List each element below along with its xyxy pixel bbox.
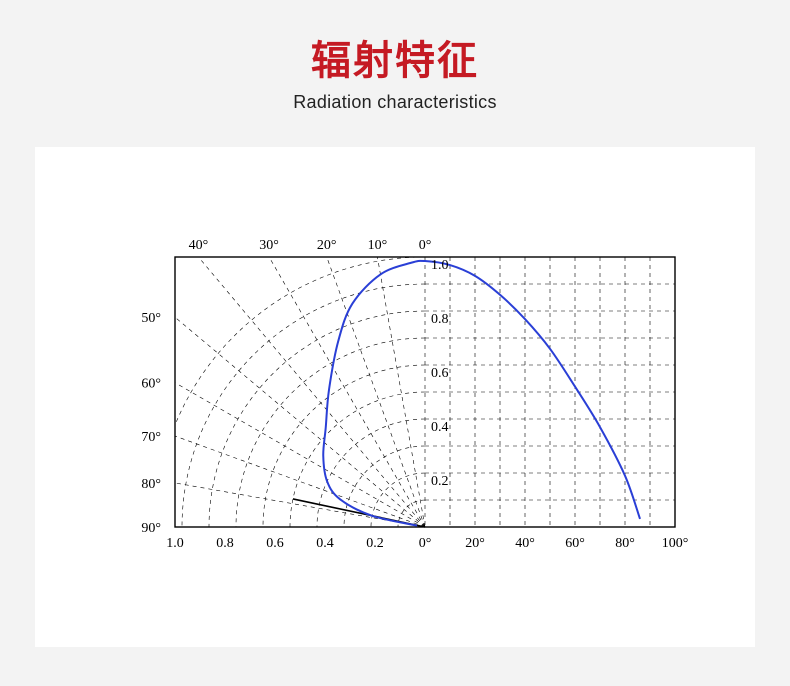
svg-text:80°: 80° — [615, 536, 635, 551]
svg-text:0.8: 0.8 — [216, 536, 234, 551]
svg-text:1.0: 1.0 — [166, 536, 184, 551]
svg-text:0.2: 0.2 — [431, 474, 449, 489]
svg-text:1.0: 1.0 — [431, 258, 449, 273]
svg-text:60°: 60° — [141, 377, 161, 392]
svg-text:60°: 60° — [565, 536, 585, 551]
svg-text:0.4: 0.4 — [431, 420, 449, 435]
svg-text:0.6: 0.6 — [266, 536, 284, 551]
title-block: 辐射特征 Radiation characteristics — [0, 0, 790, 113]
svg-text:80°: 80° — [141, 477, 161, 492]
title-english: Radiation characteristics — [0, 92, 790, 113]
svg-text:20°: 20° — [465, 536, 485, 551]
svg-text:30°: 30° — [259, 238, 279, 253]
svg-text:0.2: 0.2 — [366, 536, 384, 551]
svg-text:0.6: 0.6 — [431, 366, 449, 381]
svg-text:0.8: 0.8 — [431, 312, 449, 327]
svg-text:10°: 10° — [368, 238, 388, 253]
svg-text:0.4: 0.4 — [316, 536, 334, 551]
svg-text:100°: 100° — [662, 536, 689, 551]
svg-text:50°: 50° — [141, 311, 161, 326]
svg-text:0°: 0° — [419, 536, 432, 551]
title-chinese: 辐射特征 — [0, 28, 790, 86]
svg-text:40°: 40° — [515, 536, 535, 551]
radiation-chart: 40° 30° 20° 10° 0° 50° 60° 70° 80° 90° 1.0 0.8 0.6 0.… — [85, 207, 705, 587]
svg-text:0°: 0° — [419, 238, 432, 253]
svg-text:90°: 90° — [141, 521, 161, 536]
svg-text:20°: 20° — [317, 238, 337, 253]
chart-card: 40° 30° 20° 10° 0° 50° 60° 70° 80° 90° 1.0 0.8 0.6 0.… — [35, 147, 755, 647]
svg-text:40°: 40° — [189, 238, 209, 253]
svg-text:70°: 70° — [141, 430, 161, 445]
